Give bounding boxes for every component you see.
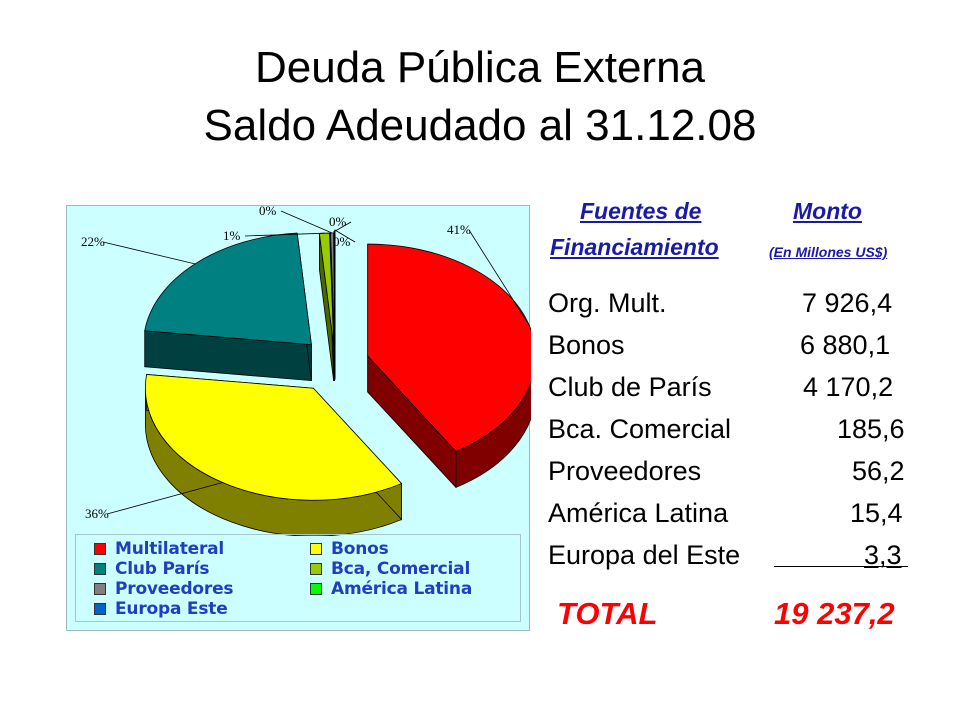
legend-swatch (310, 583, 322, 595)
pie-leader-line (106, 482, 223, 515)
table-header-source-line1: Fuentes de (580, 198, 702, 224)
pie-leader-line (244, 232, 325, 237)
row-amount: 15,4 (850, 498, 903, 528)
pie-percent-label: 0% (333, 234, 351, 249)
pie-leader-line (102, 241, 196, 265)
table-row: Bca. Comercial 185,6 (548, 408, 918, 450)
legend-swatch (94, 563, 106, 575)
pie-leader-line (334, 229, 356, 243)
chart-legend: Multilateral Bonos Club París Bca, Comer… (75, 534, 521, 622)
row-amount: 185,6 (837, 414, 905, 444)
row-amount: 6 880,1 (800, 330, 891, 360)
legend-label: Bca, Comercial (331, 559, 471, 579)
pie-slice-1 (144, 374, 403, 501)
pie-leader-line (468, 229, 530, 326)
financing-table: Org. Mult. 7 926,4 Bonos 6 880,1 Club de… (548, 282, 918, 576)
row-source: Bca. Comercial (548, 414, 732, 444)
legend-label: Proveedores (115, 579, 234, 599)
table-row: América Latina 15,4 (548, 492, 918, 534)
legend-item: Club París (94, 559, 310, 579)
row-source: Bonos (548, 330, 625, 360)
legend-swatch (310, 563, 322, 575)
legend-label: Bonos (331, 539, 389, 559)
sum-underline (774, 566, 908, 567)
legend-item: Europa Este (94, 599, 310, 619)
row-source: Club de París (548, 372, 712, 402)
legend-item: América Latina (310, 579, 526, 599)
pie-percent-label: 22% (81, 234, 105, 249)
legend-swatch (310, 543, 322, 555)
row-amount: 7 926,4 (802, 288, 893, 318)
legend-swatch (94, 543, 106, 555)
pie-percent-label: 36% (85, 506, 109, 521)
pie-slice-2 (144, 232, 312, 346)
row-amount: 56,2 (852, 456, 905, 486)
row-amount: 3,3 (864, 540, 902, 570)
pie-percent-label: 41% (447, 222, 471, 237)
table-row: Club de París 4 170,2 (548, 366, 918, 408)
pie-percent-label: 0% (259, 206, 277, 218)
legend-item: Proveedores (94, 579, 310, 599)
page-title-line1: Deuda Pública Externa (254, 43, 706, 92)
total-value: 19 237,2 (774, 596, 895, 631)
table-row: Europa del Este 3,3 (548, 534, 918, 576)
legend-swatch (94, 603, 106, 615)
table-header-source-line2: Financiamiento (550, 234, 719, 260)
row-amount: 4 170,2 (803, 372, 894, 402)
pie-leader-line (280, 210, 333, 234)
row-source: Europa del Este (548, 540, 741, 570)
pie-percent-label: 0% (329, 214, 347, 229)
pie-leader-line (334, 221, 352, 232)
legend-swatch (94, 583, 106, 595)
table-header-amount-line2: (En Millones US$) (769, 244, 888, 260)
table-row: Bonos 6 880,1 (548, 324, 918, 366)
table-row: Org. Mult. 7 926,4 (548, 282, 918, 324)
legend-label: Europa Este (115, 599, 228, 619)
legend-item: Multilateral (94, 539, 310, 559)
legend-item: Bca, Comercial (310, 559, 526, 579)
row-source: Org. Mult. (548, 288, 667, 318)
table-header-amount-line1: Monto (793, 198, 862, 224)
legend-label: Club París (115, 559, 210, 579)
page-title-line2: Saldo Adeudado al 31.12.08 (203, 101, 757, 150)
table-row: Proveedores 56,2 (548, 450, 918, 492)
row-source: América Latina (548, 498, 729, 528)
pie-chart-panel: 41% 36% 22% 1% 0% 0% 0% Multilateral Bonos Clu… (66, 205, 531, 631)
legend-label: América Latina (331, 579, 473, 599)
pie-percent-label: 1% (223, 228, 241, 243)
legend-label: Multilateral (115, 539, 225, 559)
legend-item: Bonos (310, 539, 526, 559)
total-label: TOTAL (557, 596, 658, 631)
pie-chart: 41% 36% 22% 1% 0% 0% 0% (81, 206, 531, 536)
row-source: Proveedores (548, 456, 702, 486)
